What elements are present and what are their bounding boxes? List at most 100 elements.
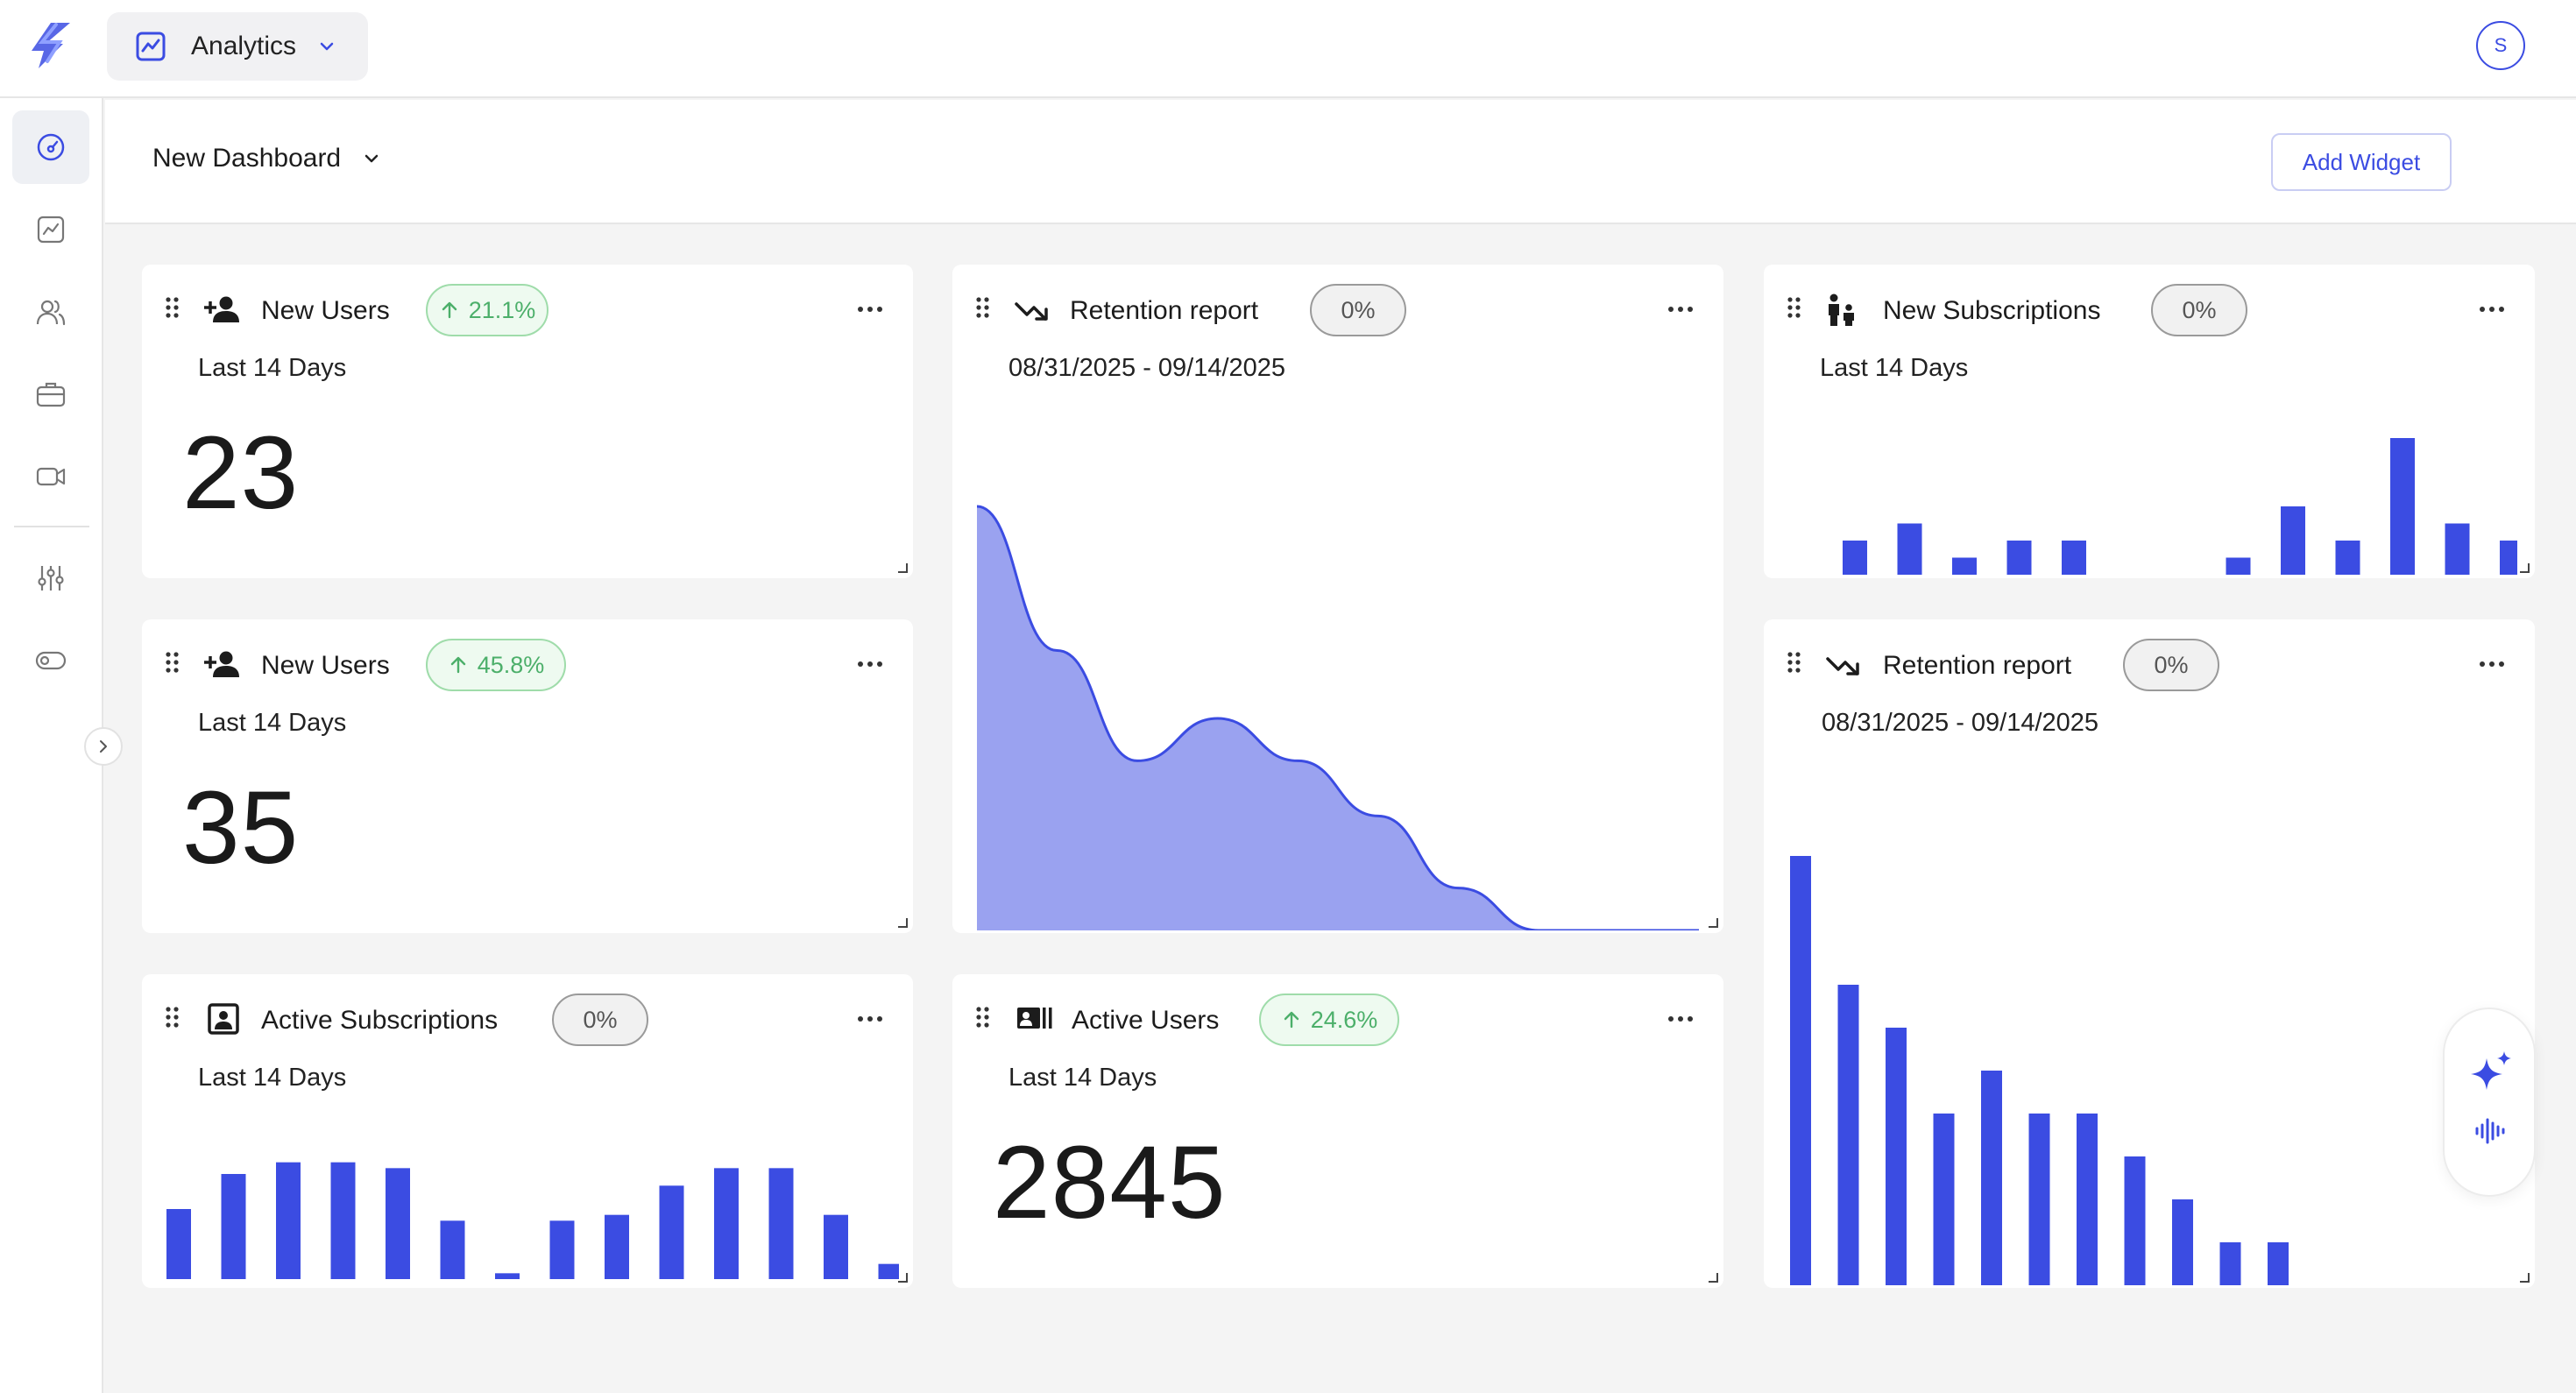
change-value: 0%: [583, 1006, 618, 1033]
widget-subtitle: Last 14 Days: [198, 709, 347, 737]
chart-bar: [1843, 541, 1867, 575]
change-value: 24.6%: [1310, 1006, 1378, 1033]
sidebar-item-briefcase[interactable]: [12, 357, 89, 431]
widget-title: Retention report: [1883, 651, 2072, 680]
sidebar-item-video[interactable]: [12, 440, 89, 513]
chart-bar: [440, 1220, 465, 1279]
chart-bar: [549, 1220, 575, 1279]
change-badge: 0%: [2151, 284, 2247, 336]
app-switcher[interactable]: Analytics: [107, 12, 368, 81]
resize-handle-icon[interactable]: [897, 1272, 908, 1283]
chart-bar: [2172, 1199, 2193, 1285]
chart-bar: [2062, 541, 2086, 575]
briefcase-icon: [36, 382, 66, 407]
drag-handle-icon[interactable]: [1787, 651, 1802, 674]
drag-handle-icon[interactable]: [165, 1006, 180, 1029]
widget-new-users: New Users 45.8% Last 14 Days 35: [142, 619, 913, 933]
sidebar-expand-button[interactable]: [84, 727, 123, 766]
widget-subtitle: Last 14 Days: [1008, 1064, 1157, 1092]
area-chart: [977, 505, 1699, 930]
widget-subtitle: Last 14 Days: [198, 1064, 347, 1092]
arrow-up-icon: [1284, 1011, 1299, 1029]
sidebar-item-dashboard[interactable]: [12, 110, 89, 184]
resize-handle-icon[interactable]: [1708, 1272, 1718, 1283]
chart-bar: [221, 1174, 246, 1279]
widget-retention-report: Retention report 0% 08/31/2025 - 09/14/2…: [952, 265, 1723, 933]
sidebar-item-users[interactable]: [12, 275, 89, 349]
more-horizontal-icon[interactable]: [1667, 1013, 1694, 1025]
chart-bar: [2500, 541, 2517, 575]
drag-handle-icon[interactable]: [165, 296, 180, 319]
chart-bar: [2028, 1114, 2050, 1285]
chart-bar: [2335, 541, 2360, 575]
more-horizontal-icon[interactable]: [1667, 303, 1694, 315]
resize-handle-icon[interactable]: [897, 562, 908, 573]
trending-down-icon: [1015, 302, 1048, 321]
resize-handle-icon[interactable]: [897, 917, 908, 928]
chart-bar: [768, 1168, 794, 1279]
change-badge: 21.1%: [426, 284, 548, 336]
widget-active-users: Active Users 24.6% Last 14 Days 2845: [952, 974, 1723, 1288]
more-horizontal-icon[interactable]: [857, 658, 883, 670]
dashboard-selector[interactable]: New Dashboard: [152, 144, 381, 173]
metric-value: 23: [182, 415, 300, 531]
more-horizontal-icon[interactable]: [2479, 658, 2505, 670]
chart-bar: [1837, 985, 1859, 1285]
drag-handle-icon[interactable]: [975, 296, 991, 319]
chart-bar: [714, 1168, 739, 1279]
trending-down-icon: [1826, 657, 1859, 675]
sidebar-divider: [14, 526, 89, 527]
app-logo[interactable]: [25, 18, 82, 75]
chart-bar: [659, 1185, 684, 1279]
chart-bar: [2445, 523, 2470, 575]
drag-handle-icon[interactable]: [165, 651, 180, 674]
sliders-icon: [38, 566, 64, 590]
resize-handle-icon[interactable]: [1708, 917, 1718, 928]
chart-bar: [2226, 557, 2251, 575]
chart-bar: [495, 1273, 520, 1279]
widget-title: New Users: [261, 651, 390, 680]
change-value: 0%: [2182, 296, 2217, 323]
arrow-up-icon: [450, 656, 465, 674]
widget-subtitle: Last 14 Days: [1820, 354, 1969, 382]
chart-bar: [1790, 856, 1811, 1285]
chart-bar: [276, 1162, 301, 1279]
change-value: 0%: [1341, 296, 1376, 323]
metric-value: 2845: [993, 1125, 1227, 1241]
change-badge: 24.6%: [1259, 993, 1399, 1046]
dashboard-title: New Dashboard: [152, 144, 342, 173]
chart-bar: [605, 1214, 629, 1279]
family-icon: [1829, 293, 1854, 326]
chevron-down-icon: [364, 154, 379, 163]
change-badge: 45.8%: [426, 639, 566, 691]
chart-bar: [386, 1168, 410, 1279]
sparkle-icon[interactable]: [2469, 1050, 2513, 1093]
resize-handle-icon[interactable]: [2519, 1272, 2530, 1283]
chart-bar: [2219, 1242, 2241, 1285]
dashboard-icon: [37, 133, 65, 161]
more-horizontal-icon[interactable]: [2479, 303, 2505, 315]
widget-title: Retention report: [1070, 296, 1259, 325]
top-bar: Analytics S: [0, 0, 2576, 98]
sidebar-item-settings[interactable]: [12, 541, 89, 615]
bar-chart: [1843, 438, 2517, 575]
user-avatar[interactable]: S: [2476, 21, 2525, 70]
widget-title: New Users: [261, 296, 390, 325]
bar-chart: [166, 1162, 899, 1279]
drag-handle-icon[interactable]: [1787, 296, 1802, 319]
resize-handle-icon[interactable]: [2519, 562, 2530, 573]
more-horizontal-icon[interactable]: [857, 1013, 883, 1025]
sidebar-item-toggle[interactable]: [12, 624, 89, 697]
sidebar-item-analytics[interactable]: [12, 193, 89, 266]
add-widget-button[interactable]: Add Widget: [2271, 133, 2452, 191]
chart-bar: [2390, 438, 2415, 575]
more-horizontal-icon[interactable]: [857, 303, 883, 315]
analytics-icon: [136, 32, 166, 61]
chart-bar: [2124, 1156, 2146, 1285]
change-badge: 0%: [552, 993, 648, 1046]
drag-handle-icon[interactable]: [975, 1006, 991, 1029]
voice-wave-icon[interactable]: [2474, 1114, 2508, 1148]
chart-bar: [330, 1162, 356, 1279]
chart-line: [977, 505, 1699, 930]
change-value: 0%: [2154, 651, 2189, 678]
